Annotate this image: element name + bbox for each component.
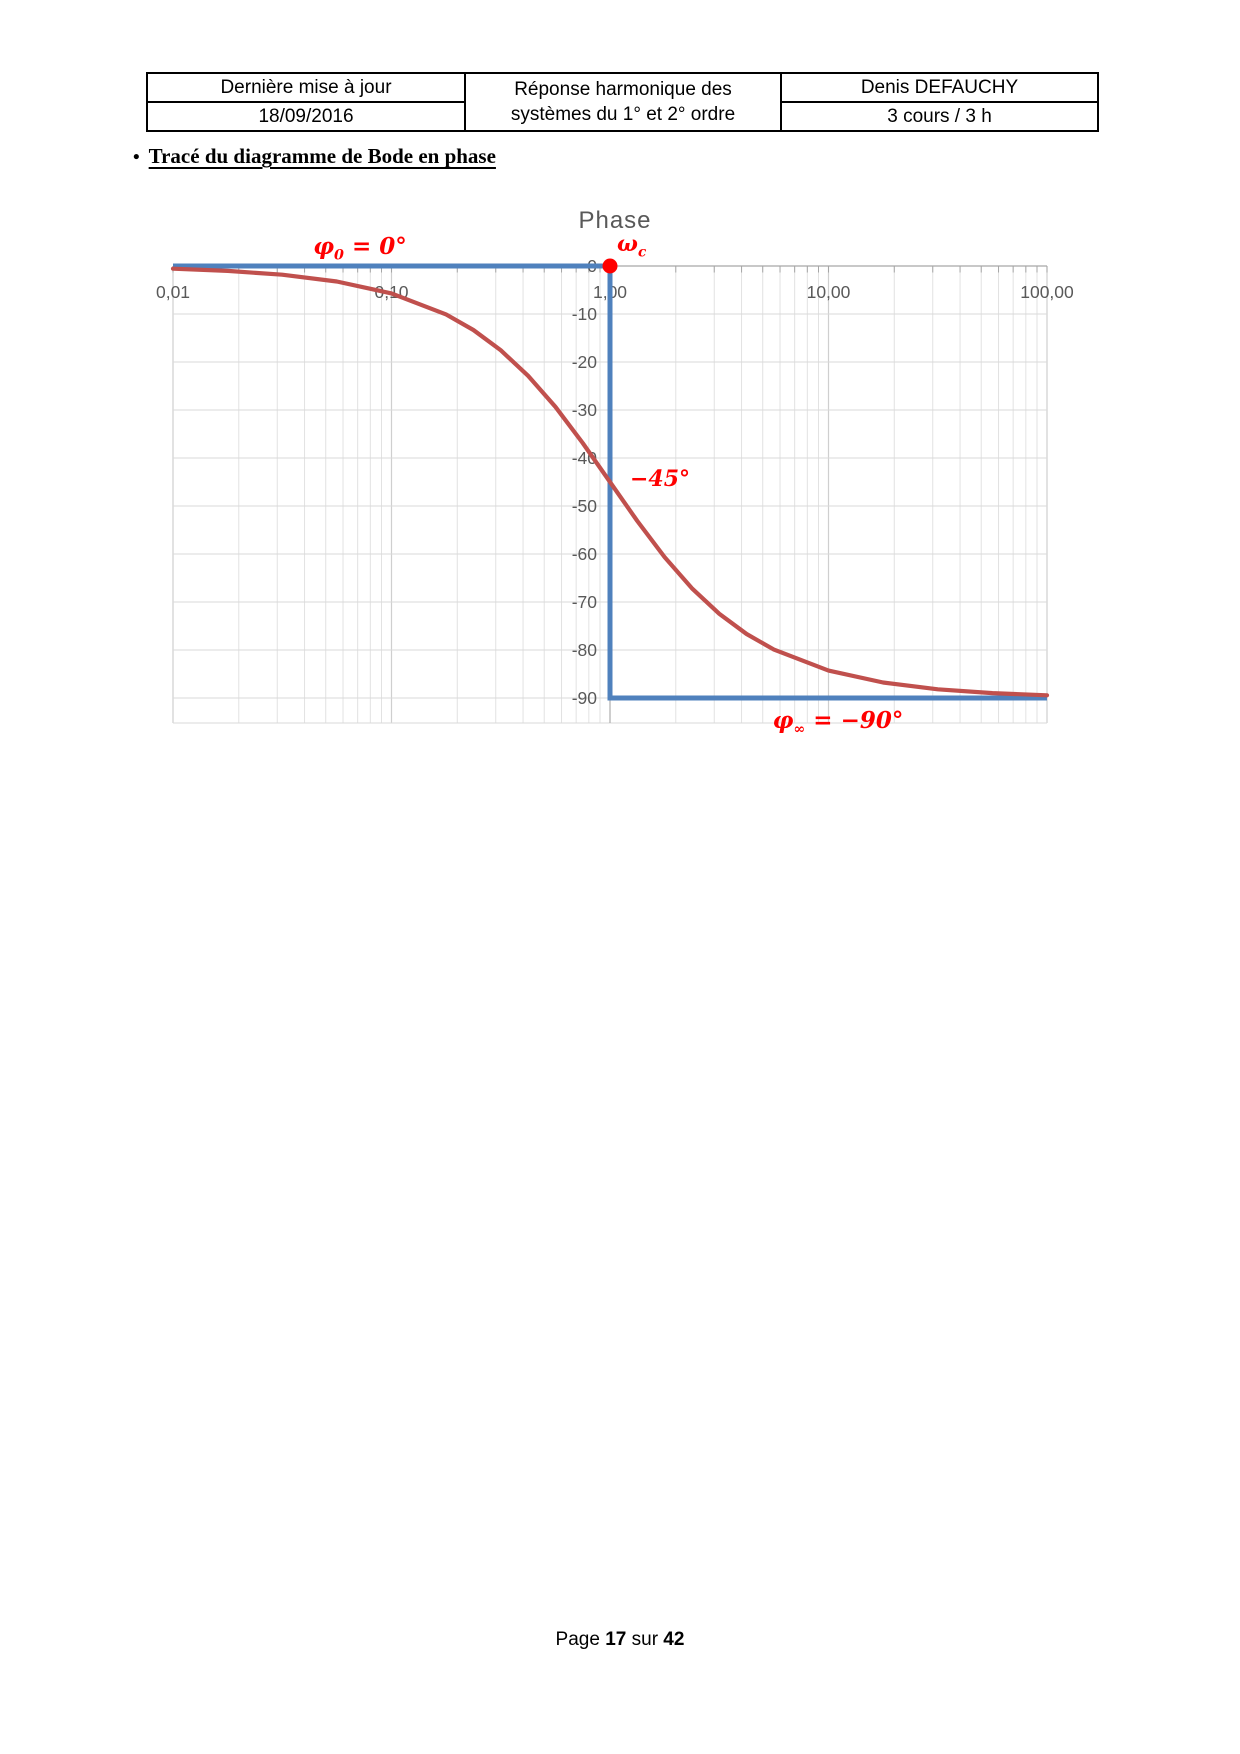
chart-title: Phase bbox=[578, 207, 652, 234]
y-tick-label: -10 bbox=[572, 304, 598, 324]
header-cell-course-title: Réponse harmonique des systèmes du 1° et… bbox=[464, 72, 782, 132]
footer-middle: sur bbox=[626, 1629, 664, 1650]
phase-curve bbox=[170, 266, 1050, 698]
y-tick-label: -20 bbox=[572, 352, 598, 372]
header-table: Dernière mise à jour Réponse harmonique … bbox=[146, 72, 1099, 132]
y-tick-label: -70 bbox=[572, 592, 598, 612]
header-cell-duration: 3 cours / 3 h bbox=[780, 101, 1099, 132]
header-cell-date: 18/09/2016 bbox=[146, 101, 466, 132]
y-tick-label: -80 bbox=[572, 640, 598, 660]
x-tick-label: 0,01 bbox=[156, 282, 190, 302]
course-title-line2: systèmes du 1° et 2° ordre bbox=[510, 104, 736, 125]
annotation-minus-45: −45° bbox=[630, 466, 691, 492]
footer-total-pages: 42 bbox=[663, 1629, 685, 1650]
bullet-icon: • bbox=[133, 147, 140, 168]
header-cell-author: Denis DEFAUCHY bbox=[780, 72, 1099, 103]
bode-phase-chart: 0,01 0,10 1,00 10,00 100,000-10-20-30-40-50-… bbox=[156, 256, 1074, 724]
y-tick-label: -60 bbox=[572, 544, 598, 564]
annotation-phi-inf: φ∞ = −90° bbox=[772, 707, 904, 738]
x-tick-label: 100,00 bbox=[1020, 282, 1074, 302]
footer-prefix: Page bbox=[555, 1629, 606, 1650]
y-tick-label: -50 bbox=[572, 496, 598, 516]
course-title-line1: Réponse harmonique des bbox=[514, 79, 732, 100]
footer-page-number: 17 bbox=[605, 1629, 627, 1650]
cutoff-frequency-dot bbox=[602, 258, 618, 274]
y-tick-label: -30 bbox=[572, 400, 598, 420]
page-footer: Page 17 sur 42 bbox=[0, 1629, 1240, 1651]
y-tick-label: -90 bbox=[572, 688, 598, 708]
section-heading: • Tracé du diagramme de Bode en phase bbox=[133, 144, 496, 169]
annotation-omega-c: ωc bbox=[617, 231, 647, 261]
header-cell-last-update-label: Dernière mise à jour bbox=[146, 72, 466, 103]
annotation-phi0: φ0 = 0° bbox=[313, 233, 407, 264]
section-heading-text: Tracé du diagramme de Bode en phase bbox=[148, 144, 496, 168]
x-tick-label: 10,00 bbox=[807, 282, 851, 302]
